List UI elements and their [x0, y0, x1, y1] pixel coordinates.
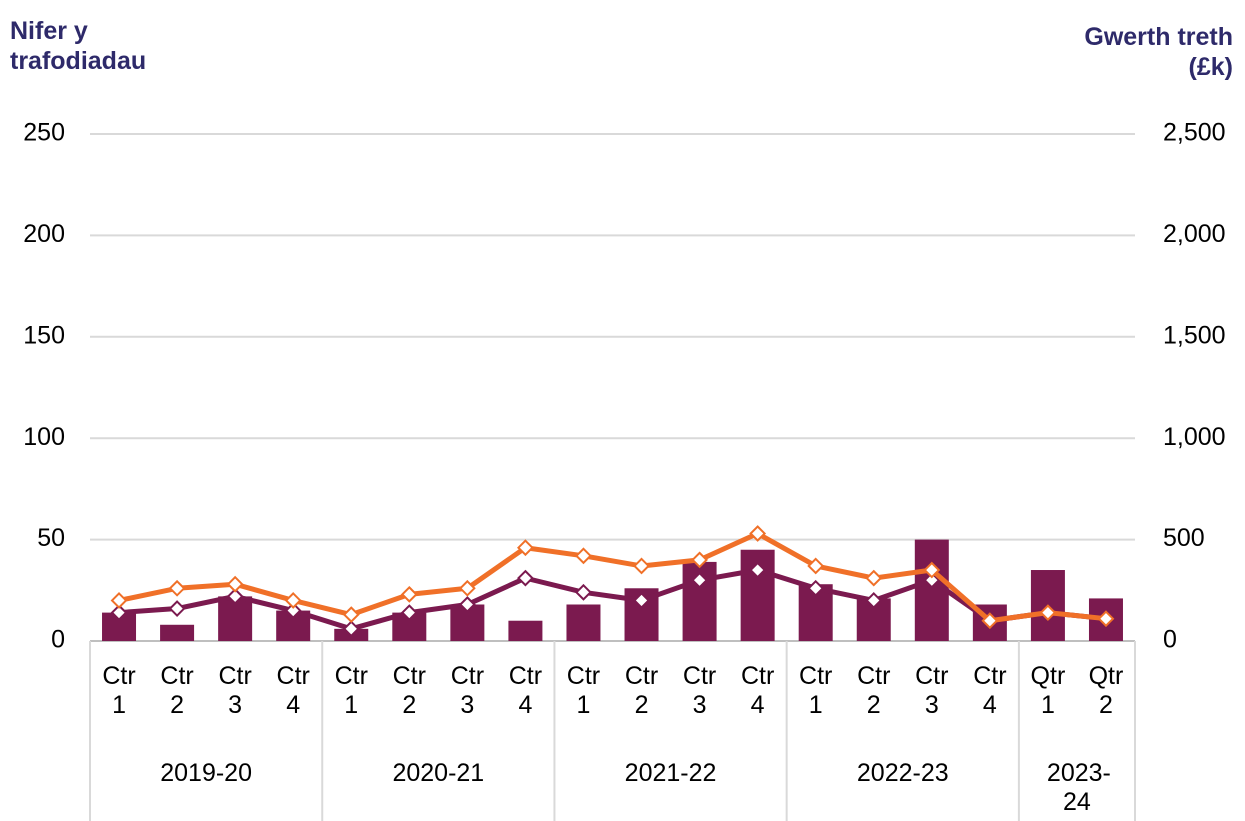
x-tick-label: Ctr 1 [334, 662, 368, 719]
group-label: 2021-22 [624, 759, 717, 787]
marker [691, 571, 708, 589]
y2-tick-label: 0 [1163, 626, 1177, 654]
x-tick-label: Qtr 2 [1088, 662, 1124, 719]
group-label: 2022-23 [856, 759, 949, 787]
x-tick-label: Ctr 4 [508, 662, 543, 719]
x-tick-label: Ctr 1 [102, 662, 136, 719]
y-tick-label: 100 [23, 423, 65, 451]
marker [807, 579, 825, 597]
x-tick-label: Ctr 1 [799, 662, 833, 719]
marker [865, 592, 883, 609]
marker [1039, 604, 1057, 622]
y-tick-label: 200 [23, 220, 65, 248]
x-tick-label: Ctr 4 [740, 662, 775, 719]
group-label: 2019-20 [160, 759, 252, 787]
marker [342, 606, 360, 624]
group-label: 2020-21 [392, 759, 485, 787]
x-tick-label: Ctr 2 [392, 662, 426, 719]
x-tick-label: Ctr 3 [682, 662, 717, 719]
y2-tick-label: 2,000 [1163, 220, 1226, 248]
marker [110, 604, 128, 622]
marker [981, 612, 999, 630]
y2-tick-label: 2,500 [1163, 119, 1226, 147]
y2-tick-label: 1,500 [1163, 321, 1226, 349]
marker [1097, 610, 1115, 628]
marker [633, 557, 650, 575]
marker [284, 602, 302, 619]
marker [807, 557, 825, 575]
x-tick-label: Ctr 3 [450, 662, 485, 719]
marker [400, 585, 418, 603]
marker [865, 569, 883, 587]
x-tick-label: Ctr 4 [276, 662, 310, 719]
marker [749, 525, 767, 542]
y-tick-label: 150 [23, 321, 65, 349]
bar [160, 624, 195, 641]
group-label: 2023-24 [1046, 759, 1111, 816]
marker [749, 561, 767, 579]
marker [458, 596, 476, 613]
marker [517, 539, 534, 557]
marker [342, 620, 360, 638]
marker [168, 579, 186, 597]
marker [400, 604, 418, 622]
marker [923, 561, 941, 579]
y2-tick-label: 1,000 [1163, 423, 1226, 451]
marker [284, 592, 302, 609]
x-tick-label: Ctr 2 [160, 662, 194, 719]
y-tick-label: 0 [51, 626, 65, 654]
marker [110, 592, 128, 609]
y-tick-label: 250 [23, 119, 65, 147]
line [118, 567, 1107, 632]
x-tick-label: Ctr 1 [566, 662, 601, 719]
marker [575, 547, 592, 565]
marker [691, 551, 708, 569]
marker [168, 600, 186, 617]
bar [566, 604, 601, 641]
x-tick-label: Ctr 2 [624, 662, 659, 719]
x-tick-label: Ctr 4 [973, 662, 1007, 719]
y-tick-label: 50 [37, 524, 65, 552]
line [118, 531, 1107, 624]
x-tick-label: Ctr 2 [857, 662, 891, 719]
x-tick-label: Qtr 1 [1030, 662, 1066, 719]
y-axis-title: Nifer y trafodiadau [10, 17, 147, 75]
marker [923, 571, 941, 589]
x-tick-label: Ctr 3 [915, 662, 949, 719]
marker [633, 592, 650, 609]
bar [508, 620, 543, 641]
y2-tick-label: 500 [1163, 524, 1205, 552]
marker [517, 569, 534, 587]
x-tick-label: Ctr 3 [218, 662, 252, 719]
y2-axis-title: Gwerth treth (£k) [1084, 23, 1233, 81]
marker [458, 579, 476, 597]
marker [226, 587, 244, 605]
marker [226, 575, 244, 593]
marker [575, 583, 592, 601]
